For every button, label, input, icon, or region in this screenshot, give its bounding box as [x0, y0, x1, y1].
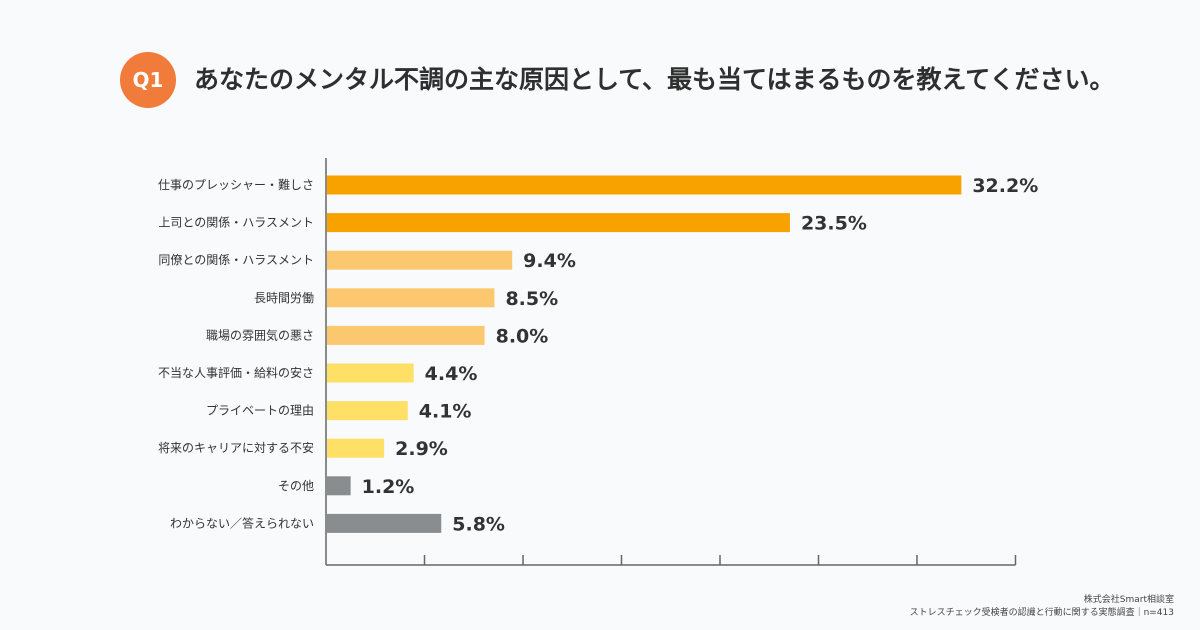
category-label: 上司との関係・ハラスメント [158, 216, 314, 230]
bar [327, 438, 385, 458]
question-title: あなたのメンタル不調の主な原因として、最も当てはまるものを教えてください。 [194, 65, 1115, 94]
category-label: 不当な人事評価・給料の安さ [158, 365, 314, 380]
bar [327, 325, 485, 345]
survey-note: ストレスチェック受検者の認識と行動に関する実態調査｜n=413 [909, 608, 1174, 618]
bar [327, 401, 408, 421]
value-label: 5.8% [452, 513, 505, 535]
value-label: 23.5% [801, 213, 867, 235]
category-label: プライベートの理由 [206, 404, 314, 418]
value-label: 8.5% [505, 288, 558, 310]
bar [327, 213, 790, 233]
bar [327, 288, 495, 308]
value-label: 9.4% [523, 250, 576, 272]
value-label: 4.4% [425, 363, 478, 385]
bar [327, 175, 962, 195]
source-note: 株式会社Smart相談室 ストレスチェック受検者の認識と行動に関する実態調査｜n… [910, 594, 1174, 620]
category-label: わからない／答えられない [170, 515, 314, 530]
value-label: 8.0% [496, 325, 549, 347]
category-label: 将来のキャリアに対する不安 [158, 440, 314, 455]
bar [327, 250, 513, 270]
value-label: 2.9% [395, 438, 448, 460]
value-label: 32.2% [972, 175, 1038, 197]
category-label: その他 [278, 479, 314, 493]
category-label: 同僚との関係・ハラスメント [158, 252, 314, 267]
bar [327, 363, 414, 383]
value-label: 4.1% [419, 401, 472, 423]
category-label: 職場の雰囲気の悪さ [206, 327, 314, 342]
bar [327, 476, 351, 496]
value-label: 1.2% [362, 476, 415, 498]
source-company: 株式会社Smart相談室 [1083, 595, 1174, 605]
bar [327, 513, 442, 533]
question-badge: Q1 [120, 52, 176, 108]
category-label: 長時間労働 [254, 291, 314, 305]
category-label: 仕事のプレッシャー・難しさ [158, 177, 314, 192]
